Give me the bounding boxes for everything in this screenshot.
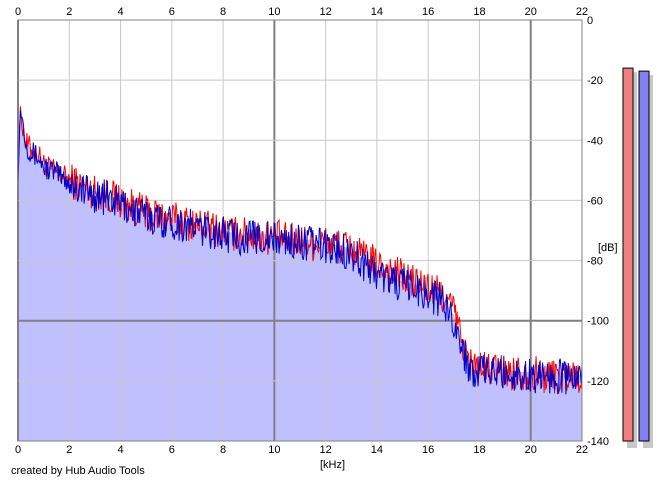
x-tick-label-bottom: 10 <box>268 444 280 456</box>
x-tick-label-bottom: 4 <box>117 444 123 456</box>
level-meter-bar <box>638 70 650 442</box>
x-tick-label-bottom: 8 <box>220 444 226 456</box>
y-unit-label: [dB] <box>598 242 618 254</box>
level-meter-bar <box>622 67 634 442</box>
y-ticks: 0 -20 -40 -60 -80 -100 -120 -140 <box>587 15 609 448</box>
y-tick-label: -60 <box>587 195 603 207</box>
x-tick-label-top: 14 <box>371 6 383 18</box>
x-ticks-bottom: 0 2 4 6 8 10 12 14 16 18 20 22 <box>15 444 588 456</box>
x-tick-label-bottom: 22 <box>576 444 588 456</box>
level-meters <box>622 67 653 448</box>
y-tick-label: -20 <box>587 75 603 87</box>
series-line <box>17 110 583 395</box>
area-fill <box>18 104 582 441</box>
x-tick-label-top: 20 <box>525 6 537 18</box>
x-tick-label-bottom: 6 <box>169 444 175 456</box>
x-tick-label-top: 16 <box>422 6 434 18</box>
x-ticks-top: 0 2 4 6 8 10 12 14 16 18 20 22 <box>15 6 588 18</box>
x-tick-label-top: 22 <box>576 6 588 18</box>
x-tick-label-top: 12 <box>320 6 332 18</box>
x-tick-label-bottom: 18 <box>473 444 485 456</box>
y-tick-label: -100 <box>587 316 609 328</box>
x-tick-label-bottom: 16 <box>422 444 434 456</box>
x-tick-label-top: 6 <box>169 6 175 18</box>
x-tick-label-top: 4 <box>117 6 123 18</box>
x-tick-label-top: 18 <box>473 6 485 18</box>
y-tick-label: -80 <box>587 256 603 268</box>
plot-border <box>17 19 583 442</box>
x-unit-label: [kHz] <box>320 459 345 471</box>
x-tick-label-bottom: 12 <box>320 444 332 456</box>
y-tick-label: -140 <box>587 436 609 448</box>
x-tick-label-bottom: 2 <box>66 444 72 456</box>
x-tick-label-top: 2 <box>66 6 72 18</box>
y-tick-label: 0 <box>587 15 593 27</box>
y-tick-label: -40 <box>587 135 603 147</box>
x-tick-label-bottom: 0 <box>15 444 21 456</box>
x-tick-label-top: 0 <box>15 6 21 18</box>
x-tick-label-top: 8 <box>220 6 226 18</box>
x-tick-label-bottom: 20 <box>525 444 537 456</box>
x-tick-label-bottom: 14 <box>371 444 383 456</box>
series-lines <box>17 106 583 395</box>
x-tick-label-top: 10 <box>268 6 280 18</box>
plot-frame <box>17 19 583 442</box>
credit-text: created by Hub Audio Tools <box>11 465 145 477</box>
y-tick-label: -120 <box>587 376 609 388</box>
